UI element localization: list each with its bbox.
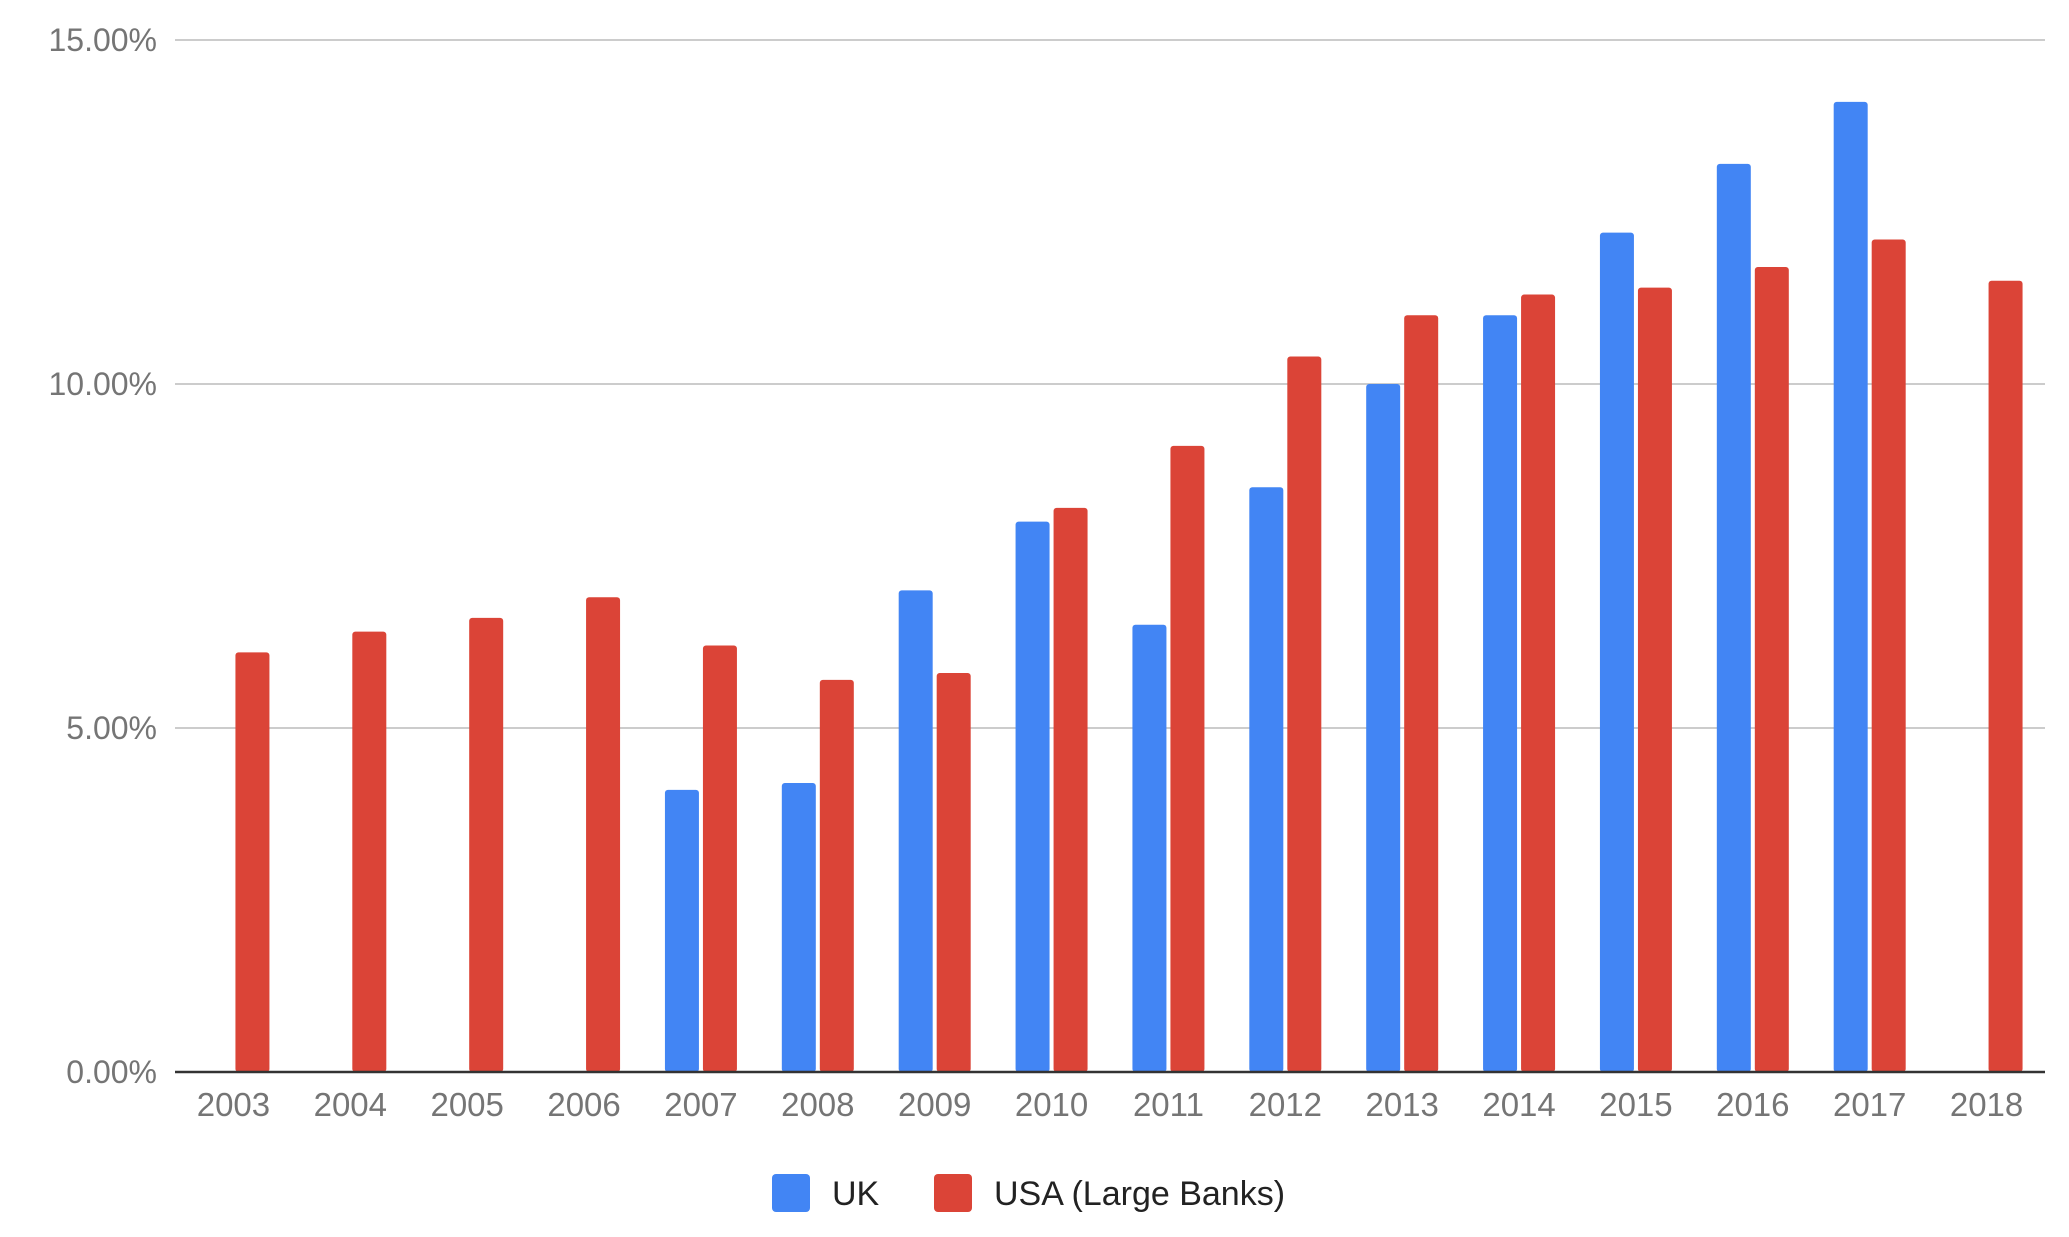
bar-usa-2006 bbox=[586, 597, 621, 1072]
bar-usa-2005 bbox=[469, 617, 504, 1072]
bar-usa-2007 bbox=[702, 645, 737, 1072]
x-tick-label: 2009 bbox=[898, 1086, 971, 1123]
legend-swatch-usa bbox=[934, 1174, 972, 1212]
x-tick-label: 2006 bbox=[547, 1086, 620, 1123]
bar-usa-2003 bbox=[235, 652, 270, 1072]
x-tick-label: 2015 bbox=[1599, 1086, 1672, 1123]
y-tick-label: 10.00% bbox=[48, 366, 157, 402]
x-tick-label: 2005 bbox=[430, 1086, 503, 1123]
bar-usa-2017 bbox=[1871, 239, 1906, 1072]
x-tick-label: 2004 bbox=[314, 1086, 387, 1123]
bar-usa-2004 bbox=[352, 631, 387, 1072]
y-tick-label: 0.00% bbox=[66, 1054, 157, 1090]
bar-uk-2016 bbox=[1716, 163, 1751, 1073]
x-tick-label: 2007 bbox=[664, 1086, 737, 1123]
bar-usa-2014 bbox=[1521, 294, 1556, 1072]
bar-usa-2016 bbox=[1754, 267, 1789, 1072]
bar-uk-2009 bbox=[898, 590, 933, 1072]
bar-uk-2015 bbox=[1599, 232, 1634, 1072]
legend-swatch-uk bbox=[772, 1174, 810, 1212]
x-tick-label: 2018 bbox=[1950, 1086, 2023, 1123]
bar-uk-2013 bbox=[1366, 384, 1401, 1072]
bar-usa-2010 bbox=[1053, 507, 1088, 1073]
bar-uk-2007 bbox=[664, 789, 699, 1072]
bars bbox=[235, 101, 2023, 1073]
bar-usa-2008 bbox=[819, 679, 854, 1072]
y-axis-tick-labels: 0.00% 5.00% 10.00% 15.00% bbox=[48, 22, 157, 1090]
x-tick-label: 2016 bbox=[1716, 1086, 1789, 1123]
legend-label-usa: USA (Large Banks) bbox=[994, 1175, 1285, 1213]
bar-usa-2015 bbox=[1637, 287, 1672, 1072]
x-tick-label: 2008 bbox=[781, 1086, 854, 1123]
x-tick-label: 2010 bbox=[1015, 1086, 1088, 1123]
bar-usa-2011 bbox=[1170, 445, 1205, 1072]
bar-uk-2010 bbox=[1015, 521, 1050, 1072]
bar-usa-2013 bbox=[1404, 315, 1439, 1072]
bar-usa-2018 bbox=[1988, 280, 2023, 1072]
bar-usa-2009 bbox=[936, 672, 971, 1072]
legend: UK USA (Large Banks) bbox=[772, 1174, 1285, 1213]
x-tick-label: 2011 bbox=[1133, 1086, 1204, 1123]
bar-uk-2012 bbox=[1249, 487, 1284, 1072]
bar-uk-2008 bbox=[781, 783, 816, 1072]
bar-uk-2014 bbox=[1483, 315, 1518, 1072]
x-tick-label: 2014 bbox=[1482, 1086, 1555, 1123]
y-tick-label: 15.00% bbox=[48, 22, 157, 58]
x-tick-label: 2013 bbox=[1365, 1086, 1438, 1123]
bar-uk-2017 bbox=[1833, 101, 1868, 1073]
x-tick-label: 2012 bbox=[1249, 1086, 1322, 1123]
legend-label-uk: UK bbox=[832, 1175, 880, 1213]
x-axis-tick-labels: 2003 2004 2005 2006 2007 2008 2009 2010 2011 2012… bbox=[197, 1086, 2024, 1123]
x-tick-label: 2003 bbox=[197, 1086, 270, 1123]
bar-usa-2012 bbox=[1287, 356, 1322, 1073]
y-tick-label: 5.00% bbox=[66, 710, 157, 746]
bar-uk-2011 bbox=[1132, 624, 1167, 1072]
x-tick-label: 2017 bbox=[1833, 1086, 1906, 1123]
